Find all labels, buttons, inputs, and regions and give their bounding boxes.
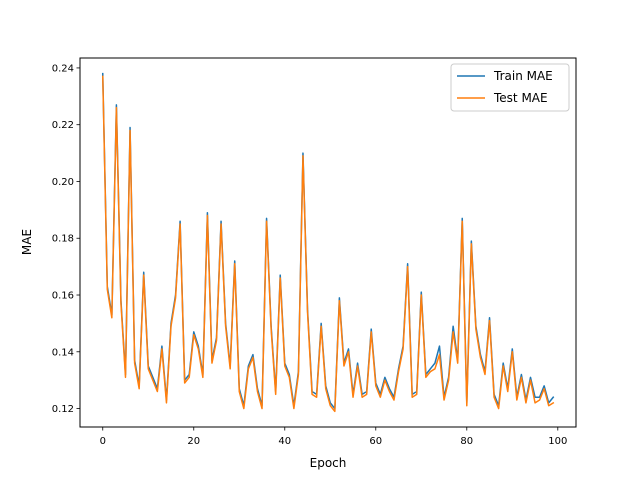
x-tick-label: 20: [187, 436, 200, 447]
x-axis-label: Epoch: [310, 456, 347, 470]
y-axis-ticks: 0.12 0.14 0.16 0.18 0.20 0.22 0.24: [52, 63, 80, 415]
plot-area: [101, 72, 555, 413]
x-tick-label: 60: [369, 436, 382, 447]
y-tick-label: 0.22: [52, 120, 74, 131]
legend-label-train-mae: Train MAE: [493, 69, 553, 83]
y-tick-label: 0.24: [52, 63, 74, 74]
y-axis-label: MAE: [20, 229, 34, 255]
y-tick-label: 0.12: [52, 404, 74, 415]
x-tick-label: 0: [100, 436, 106, 447]
x-tick-label: 40: [278, 436, 291, 447]
x-tick-label: 80: [460, 436, 473, 447]
legend-label-test-mae: Test MAE: [493, 91, 548, 105]
axes-frame: [79, 57, 577, 428]
series-line-test-mae: [101, 75, 555, 413]
y-tick-label: 0.16: [52, 291, 74, 302]
legend: Train MAE Test MAE: [450, 63, 570, 112]
x-axis-ticks: 0 20 40 60 80 100: [100, 427, 567, 447]
y-tick-label: 0.20: [52, 177, 74, 188]
y-tick-label: 0.18: [52, 234, 74, 245]
y-tick-label: 0.14: [52, 347, 74, 358]
x-tick-label: 100: [548, 436, 567, 447]
